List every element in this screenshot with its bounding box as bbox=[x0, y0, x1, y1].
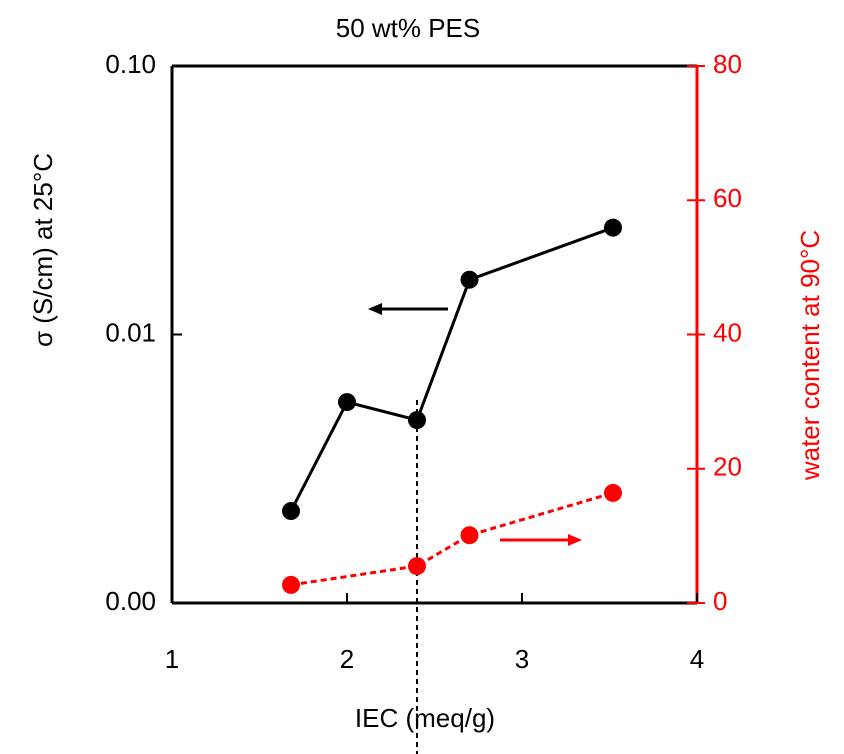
y-tick-label: 0.10 bbox=[105, 49, 156, 79]
chart-title: 50 wt% PES bbox=[336, 13, 481, 43]
y2-tick-label: 60 bbox=[713, 183, 742, 213]
arrow-head bbox=[368, 303, 382, 315]
y2-tick-label: 0 bbox=[713, 586, 727, 616]
series-line bbox=[289, 226, 614, 512]
data-point bbox=[460, 270, 479, 289]
x-tick-label: 2 bbox=[340, 644, 354, 674]
data-point bbox=[282, 502, 300, 521]
y2-tick-label: 80 bbox=[713, 49, 742, 79]
data-point bbox=[338, 393, 356, 412]
data-point bbox=[604, 483, 622, 502]
series-line bbox=[290, 491, 614, 587]
y-axis-label: σ (S/cm) at 25°C bbox=[28, 153, 58, 347]
y2-tick-label: 20 bbox=[713, 452, 742, 482]
x-tick-label: 1 bbox=[165, 644, 179, 674]
data-point bbox=[460, 526, 479, 545]
y-tick-label: 0.01 bbox=[105, 317, 156, 347]
data-point bbox=[282, 575, 300, 594]
x-axis-label: IEC (meq/g) bbox=[355, 703, 495, 733]
data-point bbox=[604, 218, 622, 237]
data-point bbox=[408, 557, 426, 576]
arrow-head bbox=[568, 534, 582, 546]
y2-axis-label: water content at 90°C bbox=[795, 230, 825, 481]
y-tick-label: 0.00 bbox=[105, 586, 156, 616]
y2-tick-label: 40 bbox=[713, 317, 742, 347]
data-point bbox=[408, 411, 426, 430]
x-tick-label: 4 bbox=[690, 644, 704, 674]
annotation-arrows bbox=[368, 303, 582, 546]
x-tick-label: 3 bbox=[515, 644, 529, 674]
